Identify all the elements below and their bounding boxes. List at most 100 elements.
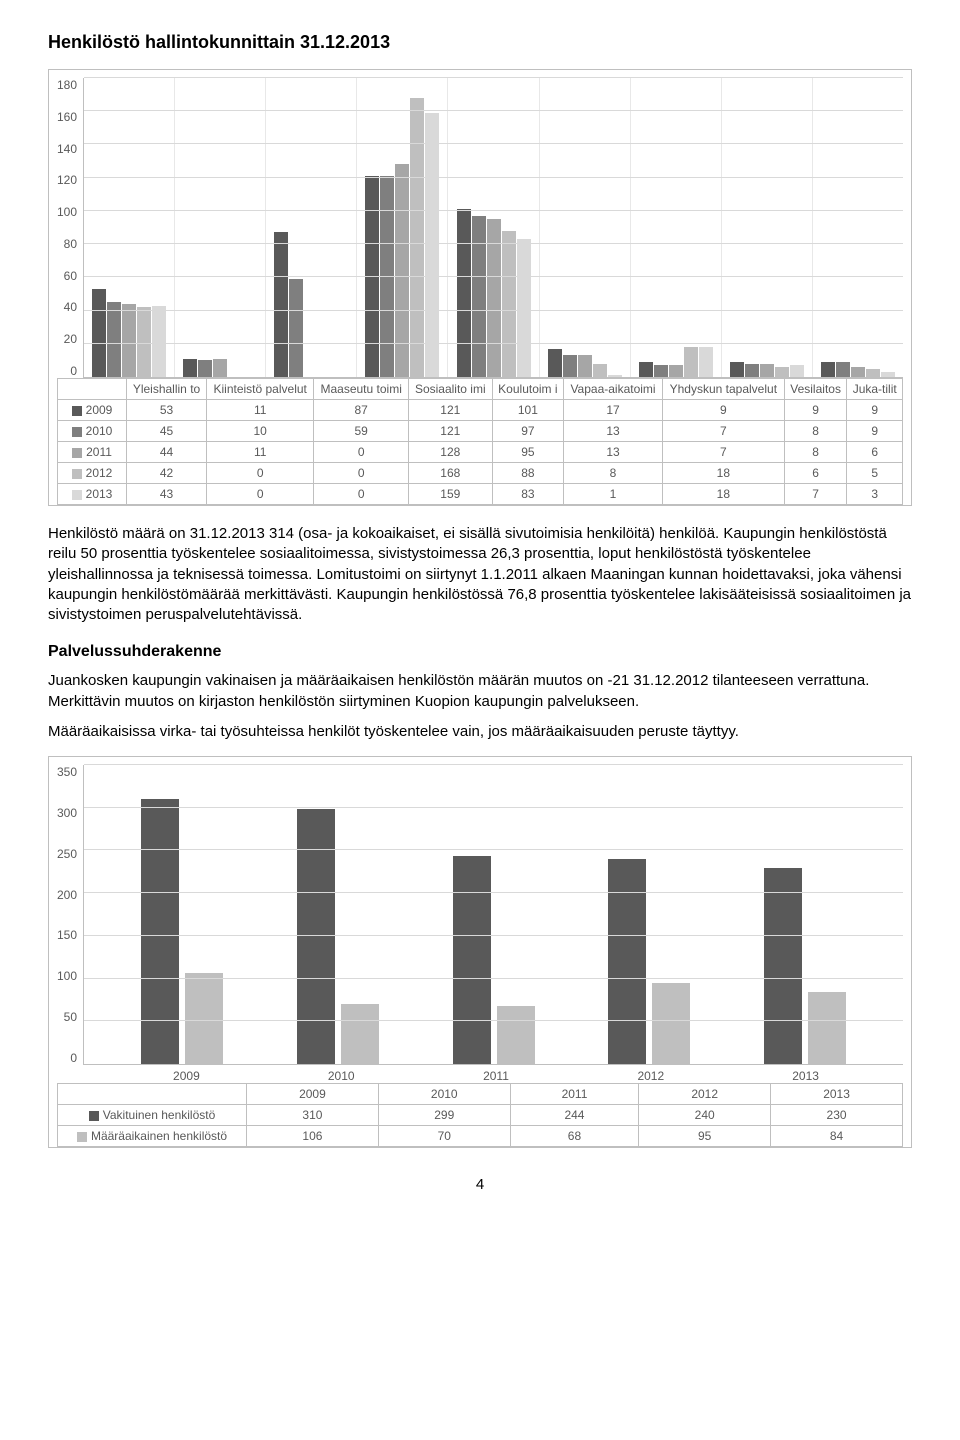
chart1-cell: 159	[409, 484, 493, 505]
chart1-category-header: Vapaa-aikatoimi	[564, 379, 663, 400]
chart1-series-label: 2009	[58, 400, 127, 421]
chart1-cell: 128	[409, 442, 493, 463]
chart1-bar	[289, 279, 303, 377]
chart2-bar	[764, 868, 802, 1064]
chart1-cell: 0	[207, 484, 314, 505]
chart1-cell: 9	[847, 400, 903, 421]
chart1-bar	[760, 364, 774, 377]
chart1-cell: 88	[492, 463, 564, 484]
chart1-cell: 7	[784, 484, 847, 505]
chart1-cell: 95	[492, 442, 564, 463]
chart1-cell: 9	[662, 400, 784, 421]
chart2-cell: 68	[510, 1126, 639, 1147]
chart1-bar	[152, 306, 166, 377]
chart1-cell: 101	[492, 400, 564, 421]
chart1-bar	[669, 365, 683, 377]
page-title: Henkilöstö hallintokunnittain 31.12.2013	[48, 32, 912, 53]
chart2-container: 350300250200150100500 200920102011201220…	[48, 756, 912, 1148]
chart2-data-table: 20092010201120122013Vakituinen henkilöst…	[57, 1083, 903, 1147]
chart1-cell: 8	[784, 421, 847, 442]
chart1-bar	[410, 98, 424, 377]
chart2-x-label: 2011	[419, 1069, 574, 1083]
chart1-cell: 3	[847, 484, 903, 505]
chart1-group	[266, 78, 357, 377]
chart1-group	[357, 78, 448, 377]
chart1-bar	[699, 347, 713, 377]
chart2-group	[416, 765, 572, 1064]
chart2-y-axis: 350300250200150100500	[57, 765, 83, 1065]
chart1-cell: 0	[207, 463, 314, 484]
chart1-category-header: Vesilaitos	[784, 379, 847, 400]
chart1-bar	[213, 359, 227, 377]
chart2-bar	[808, 992, 846, 1064]
chart2-cell: 299	[378, 1105, 510, 1126]
chart1-bar	[395, 164, 409, 377]
chart1-cell: 97	[492, 421, 564, 442]
chart1-cell: 8	[784, 442, 847, 463]
chart1-bar	[548, 349, 562, 377]
chart2-bar	[453, 856, 491, 1064]
chart2-group	[104, 765, 260, 1064]
paragraph-2: Juankosken kaupungin vakinaisen ja määrä…	[48, 671, 912, 712]
chart1-bar	[790, 365, 804, 377]
chart2-bar	[185, 973, 223, 1064]
chart1-y-axis: 180160140120100806040200	[57, 78, 83, 378]
chart1-cell: 1	[564, 484, 663, 505]
chart2-group	[571, 765, 727, 1064]
chart1-category-header: Juka-tilit	[847, 379, 903, 400]
chart1-cell: 9	[847, 421, 903, 442]
chart1-bar	[836, 362, 850, 377]
chart2-x-label: 2010	[264, 1069, 419, 1083]
chart1-data-table: Yleishallin toKiinteistö palvelutMaaseut…	[57, 378, 903, 505]
chart1-cell: 8	[564, 463, 663, 484]
chart2-bar	[297, 809, 335, 1064]
chart1-cell: 5	[847, 463, 903, 484]
chart1-cell: 9	[784, 400, 847, 421]
chart1-cell: 10	[207, 421, 314, 442]
chart1-cell: 17	[564, 400, 663, 421]
chart2-category-header: 2012	[639, 1084, 771, 1105]
chart1-cell: 53	[127, 400, 207, 421]
chart1-bar	[730, 362, 744, 377]
chart2-bar	[608, 859, 646, 1064]
chart1-series-label: 2010	[58, 421, 127, 442]
chart2-series-label: Vakituinen henkilöstö	[58, 1105, 247, 1126]
chart1-bar	[684, 347, 698, 377]
chart1-category-header: Yhdyskun tapalvelut	[662, 379, 784, 400]
chart2-plot	[83, 765, 903, 1065]
chart1-cell: 59	[314, 421, 409, 442]
chart1-bar	[425, 113, 439, 377]
chart1-cell: 0	[314, 463, 409, 484]
chart2-group	[727, 765, 883, 1064]
paragraph-1: Henkilöstö määrä on 31.12.2013 314 (osa-…	[48, 524, 912, 625]
chart1-cell: 6	[847, 442, 903, 463]
chart1-cell: 18	[662, 484, 784, 505]
chart1-bar	[502, 231, 516, 377]
chart2-category-header: 2013	[771, 1084, 903, 1105]
chart1-bar	[578, 355, 592, 377]
chart1-group	[175, 78, 266, 377]
chart1-cell: 11	[207, 400, 314, 421]
chart1-category-header: Yleishallin to	[127, 379, 207, 400]
chart1-group	[631, 78, 722, 377]
chart2-cell: 106	[247, 1126, 379, 1147]
chart1-cell: 43	[127, 484, 207, 505]
chart2-bar	[141, 799, 179, 1064]
chart1-cell: 0	[314, 484, 409, 505]
chart1-bar	[851, 367, 865, 377]
chart2-x-label: 2012	[573, 1069, 728, 1083]
chart1-bar	[517, 239, 531, 377]
chart1-cell: 168	[409, 463, 493, 484]
chart1-category-header: Kiinteistö palvelut	[207, 379, 314, 400]
chart2-bar	[341, 1004, 379, 1064]
chart2-cell: 240	[639, 1105, 771, 1126]
chart1-category-header: Sosiaalito imi	[409, 379, 493, 400]
chart1-series-label: 2012	[58, 463, 127, 484]
chart1-bar	[198, 360, 212, 377]
chart1-cell: 13	[564, 442, 663, 463]
chart1-group	[813, 78, 903, 377]
chart1-group	[540, 78, 631, 377]
chart1-cell: 7	[662, 442, 784, 463]
chart1-cell: 121	[409, 421, 493, 442]
chart1-group	[722, 78, 813, 377]
